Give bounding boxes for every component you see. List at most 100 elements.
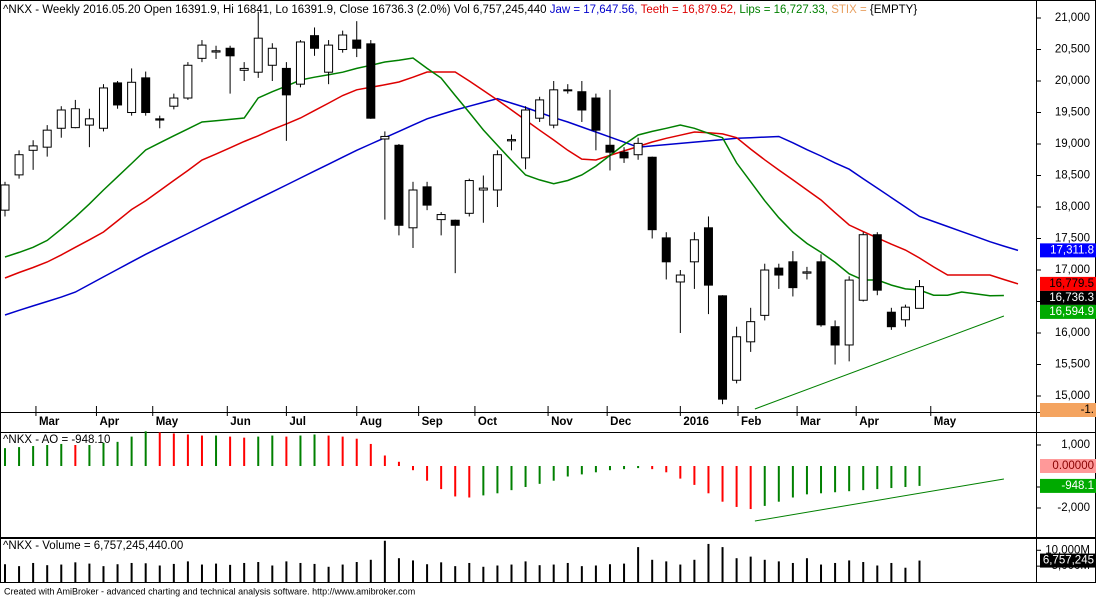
candle-body	[366, 43, 376, 119]
x-tick-label: Apr	[99, 416, 119, 428]
candle-body	[633, 142, 643, 156]
indicator-line	[4, 97, 1019, 316]
indicator-line	[4, 71, 1019, 285]
candle-body	[760, 269, 770, 316]
candle-body	[535, 99, 545, 119]
candle-body	[211, 50, 221, 53]
y-tick-label: 10,000M	[1045, 544, 1090, 556]
candle-body	[28, 145, 38, 151]
candle-body	[324, 44, 334, 73]
candle-body	[563, 89, 573, 92]
candle-body	[647, 156, 657, 231]
candle-body	[352, 39, 362, 49]
candle-body	[239, 67, 249, 71]
x-tick-label: Dec	[610, 416, 632, 428]
candle-body	[746, 321, 756, 343]
title-part: Teeth = 16,879.52,	[641, 4, 740, 16]
y-tick-label: 16,000	[1055, 327, 1090, 339]
x-tick-label: Jun	[230, 416, 250, 428]
title-part: Jaw = 17,647.56,	[550, 4, 641, 16]
value-label: -1.	[1081, 404, 1094, 416]
candle-body	[858, 234, 868, 301]
candle-body	[0, 184, 10, 211]
candle-body	[70, 108, 80, 129]
y-tick-label: 20,500	[1055, 44, 1090, 56]
candle-body	[619, 151, 629, 159]
value-label-box	[1040, 276, 1096, 291]
candle-body	[14, 154, 24, 176]
candle-body	[492, 154, 502, 191]
value-label-box	[1040, 403, 1096, 417]
candle-body	[450, 219, 460, 226]
x-tick-label: Mar	[39, 416, 60, 428]
x-tick-label: Apr	[859, 416, 879, 428]
value-label-box	[1040, 243, 1096, 258]
value-label: 0.00000	[1052, 460, 1094, 472]
candle-body	[98, 87, 108, 129]
candle-body	[113, 82, 123, 106]
y-tick-label: 15,500	[1055, 359, 1090, 371]
value-label: 6,757,245	[1043, 555, 1094, 567]
y-tick-label: 17,500	[1055, 233, 1090, 245]
y-tick-label: 18,500	[1055, 170, 1090, 182]
candle-body	[225, 47, 235, 57]
candle-body	[577, 91, 587, 111]
x-tick-label: May	[156, 416, 179, 428]
y-tick-label: -2,000	[1057, 502, 1090, 514]
footer: Created with AmiBroker - advanced charti…	[4, 586, 415, 596]
title-part: STIX =	[831, 4, 870, 16]
x-tick-label: Jul	[289, 416, 306, 428]
candle-body	[521, 109, 531, 159]
candle-body	[141, 77, 151, 114]
candle-body	[408, 189, 418, 229]
value-label: -948.1	[1061, 480, 1094, 492]
candle-body	[42, 129, 52, 148]
candle-body	[689, 239, 699, 263]
candle-body	[732, 336, 742, 381]
candle-body	[197, 44, 207, 59]
x-tick-label: 2016	[683, 416, 709, 428]
candle-body	[703, 227, 713, 286]
candle-body	[422, 186, 432, 206]
value-label-box	[1040, 553, 1096, 568]
x-tick-label: Aug	[360, 416, 382, 428]
candle-body	[605, 144, 615, 153]
pane-title: ^NKX - Volume = 6,757,245,440.00	[3, 540, 183, 552]
value-label-box	[1040, 478, 1096, 493]
candle-body	[127, 81, 137, 114]
y-tick-label: 20,000	[1055, 75, 1090, 87]
title-part: ^NKX - Weekly 2016.05.20 Open 16391.9, H…	[3, 4, 550, 16]
candle-body	[506, 139, 516, 142]
candle-body	[295, 41, 305, 85]
candle-body	[56, 109, 66, 129]
chart-title: ^NKX - Weekly 2016.05.20 Open 16391.9, H…	[3, 4, 917, 16]
indicator-line	[4, 57, 1004, 297]
candle-body	[900, 306, 910, 321]
x-tick-label: Sep	[422, 416, 443, 428]
candle-body	[774, 267, 784, 276]
value-label: 17,311.8	[1050, 244, 1094, 256]
candle-body	[436, 214, 446, 221]
trend-line	[754, 478, 1005, 522]
value-label-box	[1040, 290, 1096, 305]
candle-body	[661, 237, 671, 263]
y-tick-label: 15,000	[1055, 390, 1090, 402]
candle-body	[675, 274, 685, 283]
title-part: Lips = 16,727.33,	[739, 4, 831, 16]
trend-line	[754, 315, 1005, 410]
candle-body	[872, 234, 882, 291]
x-tick-label: May	[934, 416, 957, 428]
candle-body	[380, 135, 390, 140]
candle-body	[310, 35, 320, 49]
candle-body	[718, 295, 728, 400]
candle-body	[267, 47, 277, 66]
value-label-box	[1040, 458, 1096, 473]
y-tick-label: 18,000	[1055, 201, 1090, 213]
candle-body	[281, 67, 291, 96]
candle-body	[169, 97, 179, 107]
candle-body	[886, 311, 896, 328]
candle-body	[155, 118, 165, 121]
value-label: 16,779.5	[1049, 278, 1094, 290]
